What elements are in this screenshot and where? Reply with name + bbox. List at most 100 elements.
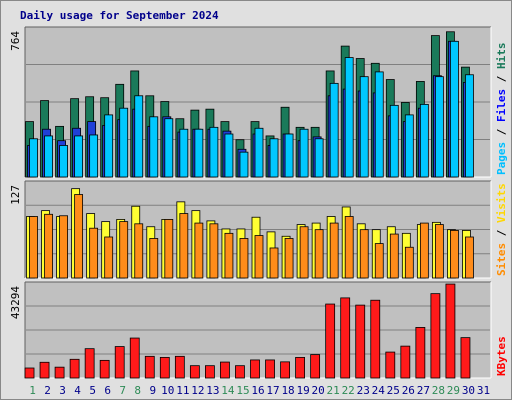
bar-pages-day-12	[194, 128, 204, 178]
bar-kbytes-day-29	[445, 283, 456, 379]
bar-sites-day-23	[359, 229, 369, 279]
bar-pages-day-13	[209, 126, 219, 178]
bar-pages-day-10	[164, 118, 174, 178]
x-tick-label-20: 20	[312, 384, 325, 397]
bar-pages-day-16	[254, 127, 264, 178]
panel-sites-visits: 127 Sites / Visits	[9, 180, 508, 279]
bar-sites-day-8	[134, 223, 144, 279]
y-axis-max-label: 127	[9, 185, 22, 205]
x-tick-label-12: 12	[191, 384, 204, 397]
bar-pages-day-30	[465, 74, 474, 178]
bar-sites-day-24	[374, 243, 384, 279]
bar-kbytes-day-13	[205, 365, 215, 379]
bar-sites-day-28	[434, 224, 444, 279]
bar-pages-day-5	[89, 134, 99, 178]
legend-part: Sites	[495, 243, 508, 276]
legend-part: Pages	[495, 142, 508, 175]
x-tick-label-15: 15	[236, 384, 249, 397]
x-tick-label-21: 21	[327, 384, 340, 397]
x-tick-label-17: 17	[266, 384, 279, 397]
x-tick-label-23: 23	[357, 384, 370, 397]
bar-pages-day-24	[374, 71, 384, 178]
bar-kbytes-day-22	[340, 297, 351, 379]
bar-sites-day-13	[209, 223, 219, 279]
x-tick-label-28: 28	[432, 384, 445, 397]
bar-sites-day-18	[284, 238, 294, 279]
x-tick-label-29: 29	[447, 384, 460, 397]
bar-pages-day-11	[179, 128, 189, 178]
bar-kbytes-day-2	[39, 361, 50, 379]
x-tick-label-9: 9	[149, 384, 156, 397]
bar-kbytes-day-27	[415, 327, 426, 379]
bar-kbytes-day-8	[129, 337, 140, 379]
bar-pages-day-17	[269, 138, 279, 178]
bar-kbytes-day-1	[24, 367, 35, 379]
x-tick-label-26: 26	[402, 384, 415, 397]
x-tick-label-2: 2	[44, 384, 51, 397]
bar-pages-day-27	[419, 103, 429, 178]
bar-kbytes-day-12	[189, 365, 200, 379]
bar-sites-day-5	[89, 227, 99, 279]
bar-pages-day-26	[404, 114, 414, 178]
x-tick-label-14: 14	[221, 384, 235, 397]
bar-sites-day-17	[269, 247, 279, 279]
bar-sites-day-21	[329, 222, 339, 279]
x-tick-label-4: 4	[74, 384, 81, 397]
x-tick-label-27: 27	[417, 384, 430, 397]
bar-sites-day-4	[74, 194, 84, 279]
bar-pages-day-25	[389, 104, 399, 178]
legend-part: /	[495, 122, 508, 142]
x-tick-label-1: 1	[29, 384, 36, 397]
bar-kbytes-day-4	[69, 358, 80, 379]
legend-label-pages-files-hits: Pages / Files / Hits	[495, 43, 508, 176]
bar-kbytes-day-30	[460, 337, 471, 379]
x-tick-label-8: 8	[134, 384, 141, 397]
bar-kbytes-day-28	[430, 293, 441, 379]
bar-pages-day-23	[359, 76, 369, 178]
bar-sites-day-10	[164, 219, 174, 279]
bar-kbytes-day-17	[265, 359, 275, 379]
x-tick-label-6: 6	[104, 384, 111, 397]
bar-kbytes-day-3	[54, 366, 65, 379]
x-tick-label-25: 25	[387, 384, 400, 397]
bar-kbytes-day-19	[295, 356, 305, 379]
legend-part: Files	[495, 89, 508, 122]
y-axis-max-label: 43294	[9, 286, 22, 319]
bar-pages-day-19	[299, 128, 309, 178]
bar-kbytes-day-15	[235, 365, 245, 379]
panel-kbytes: 43294 KBytes	[9, 281, 508, 379]
legend-label-kbytes: KBytes	[495, 336, 508, 376]
bar-sites-day-20	[314, 229, 324, 279]
bar-kbytes-day-11	[174, 355, 185, 379]
x-tick-label-13: 13	[206, 384, 219, 397]
bar-kbytes-day-7	[114, 346, 125, 379]
bar-pages-day-14	[224, 133, 234, 178]
bar-pages-day-2	[44, 135, 53, 178]
bar-kbytes-day-18	[280, 361, 290, 379]
x-tick-label-3: 3	[59, 384, 66, 397]
bar-sites-day-1	[29, 216, 38, 279]
bar-kbytes-day-10	[159, 356, 170, 379]
bar-sites-day-19	[299, 226, 309, 279]
chart-title: Daily usage for September 2024	[20, 9, 219, 22]
bar-pages-day-29	[450, 40, 459, 178]
legend-label-sites-visits: Sites / Visits	[495, 183, 508, 276]
bar-kbytes-day-14	[220, 361, 230, 379]
bar-sites-day-7	[119, 221, 129, 279]
bar-sites-day-6	[104, 236, 114, 279]
bar-pages-day-21	[329, 82, 339, 178]
bar-kbytes-day-26	[400, 345, 411, 379]
x-tick-label-7: 7	[119, 384, 126, 397]
y-axis-max-label: 764	[9, 31, 22, 51]
x-tick-label-22: 22	[342, 384, 355, 397]
bar-kbytes-day-16	[250, 359, 260, 379]
bar-sites-day-16	[254, 235, 264, 279]
bar-pages-day-3	[59, 145, 68, 178]
bar-sites-day-3	[59, 215, 68, 279]
bar-pages-day-28	[434, 76, 444, 178]
bar-sites-day-29	[450, 230, 459, 279]
x-tick-label-11: 11	[176, 384, 189, 397]
bar-pages-day-1	[29, 138, 38, 178]
